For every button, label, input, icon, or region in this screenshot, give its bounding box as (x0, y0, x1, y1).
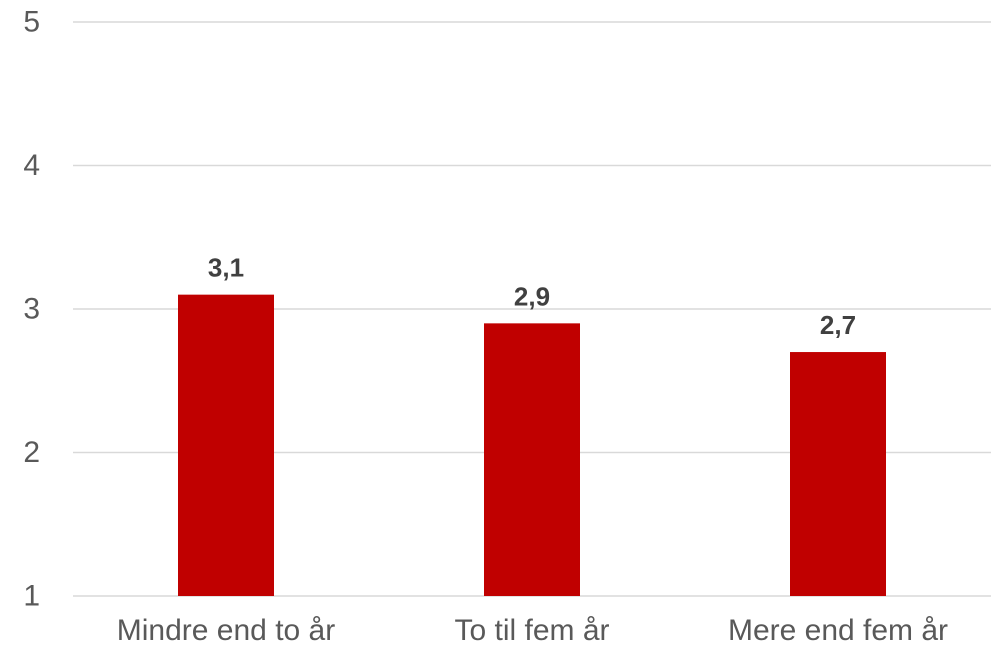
y-axis: 1 2 3 4 5 (23, 6, 40, 613)
bar (178, 294, 274, 596)
x-tick-label: Mere end fem år (728, 614, 948, 647)
y-tick-label: 3 (23, 293, 40, 326)
data-label: 2,9 (514, 281, 550, 311)
x-tick-label: Mindre end to år (117, 614, 335, 647)
bars (178, 294, 886, 596)
x-tick-label: To til fem år (454, 614, 609, 647)
data-label: 3,1 (208, 253, 244, 283)
data-label: 2,7 (820, 310, 856, 340)
data-labels: 3,1 2,9 2,7 (208, 253, 856, 340)
bar (790, 352, 886, 596)
y-tick-label: 1 (23, 580, 40, 613)
y-tick-label: 2 (23, 436, 40, 469)
x-axis: Mindre end to år To til fem år Mere end fe… (117, 614, 948, 647)
y-tick-label: 4 (23, 149, 40, 182)
y-tick-label: 5 (23, 6, 40, 39)
bar (484, 323, 580, 596)
